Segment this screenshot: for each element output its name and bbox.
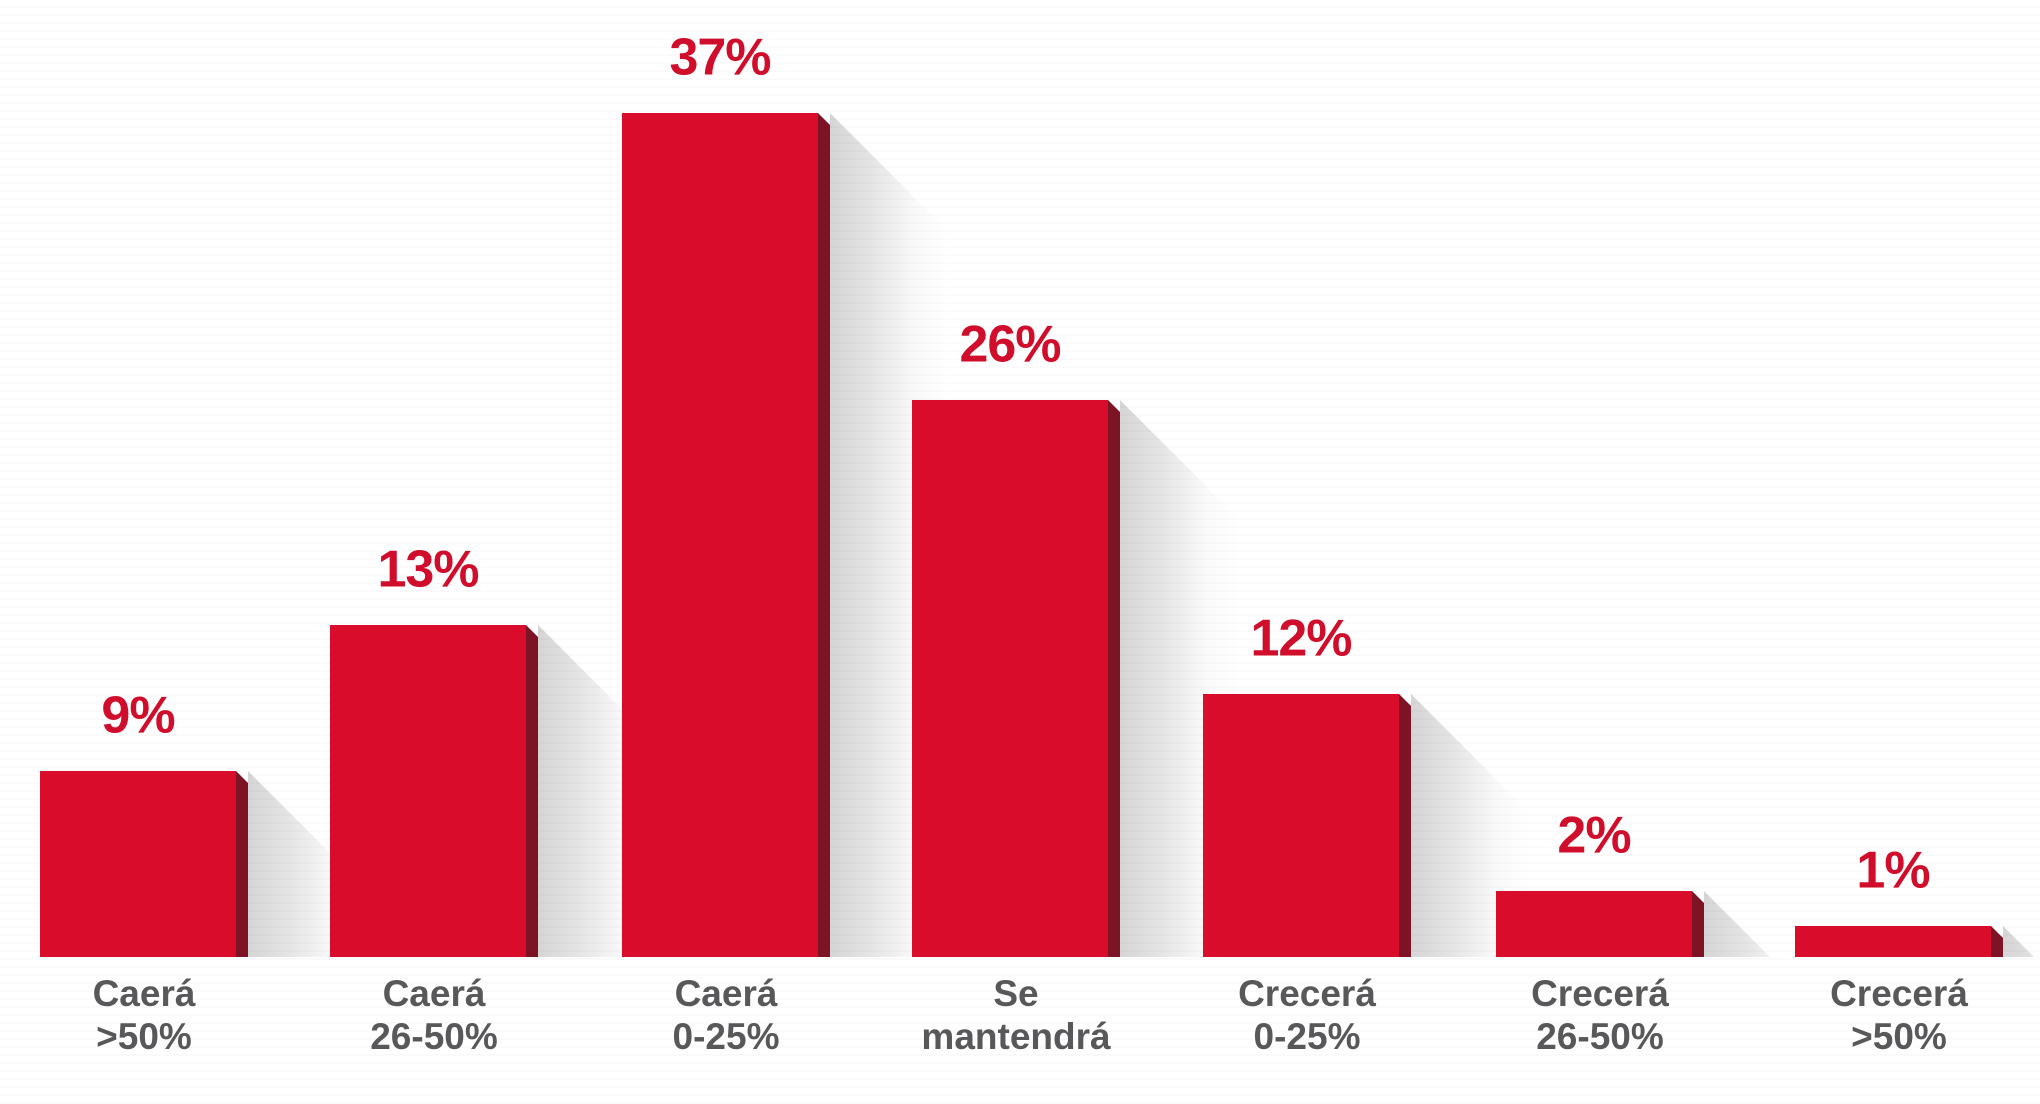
bar-right-edge: [818, 113, 830, 957]
category-label: Caerá >50%: [0, 972, 308, 1058]
value-label: 9%: [101, 686, 175, 745]
category-label-line: >50%: [96, 1016, 192, 1057]
bar: [40, 771, 236, 957]
value-label: 26%: [959, 315, 1061, 374]
bar-right-edge: [526, 625, 538, 957]
category-label-line: 0-25%: [672, 1016, 780, 1057]
category-label-line: mantendrá: [921, 1016, 1111, 1057]
category-label-line: Se: [993, 973, 1039, 1014]
value-label: 37%: [669, 28, 771, 87]
bar: [1203, 694, 1399, 957]
category-label: Crecerá >50%: [1735, 972, 2040, 1058]
bar-long-shadow: [2003, 926, 2040, 957]
category-label-line: >50%: [1851, 1016, 1947, 1057]
value-label: 12%: [1250, 609, 1352, 668]
category-label-line: 26-50%: [1536, 1016, 1664, 1057]
category-label-line: Crecerá: [1238, 973, 1376, 1014]
category-label: Se mantendrá: [852, 972, 1180, 1058]
category-label-line: 26-50%: [370, 1016, 498, 1057]
bar: [330, 625, 526, 957]
bar: [622, 113, 818, 957]
bar-right-edge: [236, 771, 248, 957]
category-label-line: Caerá: [92, 973, 196, 1014]
category-label-line: 0-25%: [1253, 1016, 1361, 1057]
bar-right-edge: [1399, 694, 1411, 957]
category-label-line: Crecerá: [1830, 973, 1968, 1014]
bar: [1496, 891, 1692, 957]
value-label: 2%: [1557, 806, 1631, 865]
bar-right-edge: [1108, 400, 1120, 957]
category-label-line: Caerá: [382, 973, 486, 1014]
category-label-line: Crecerá: [1531, 973, 1669, 1014]
category-label: Crecerá 0-25%: [1143, 972, 1471, 1058]
category-label: Caerá 0-25%: [562, 972, 890, 1058]
category-label-line: Caerá: [674, 973, 778, 1014]
bar-right-edge: [1692, 891, 1704, 957]
bar: [1795, 926, 1991, 957]
value-label: 13%: [377, 540, 479, 599]
category-label: Caerá 26-50%: [270, 972, 598, 1058]
value-label: 1%: [1856, 841, 1930, 900]
category-label: Crecerá 26-50%: [1436, 972, 1764, 1058]
bar-right-edge: [1991, 926, 2003, 957]
bar: [912, 400, 1108, 957]
